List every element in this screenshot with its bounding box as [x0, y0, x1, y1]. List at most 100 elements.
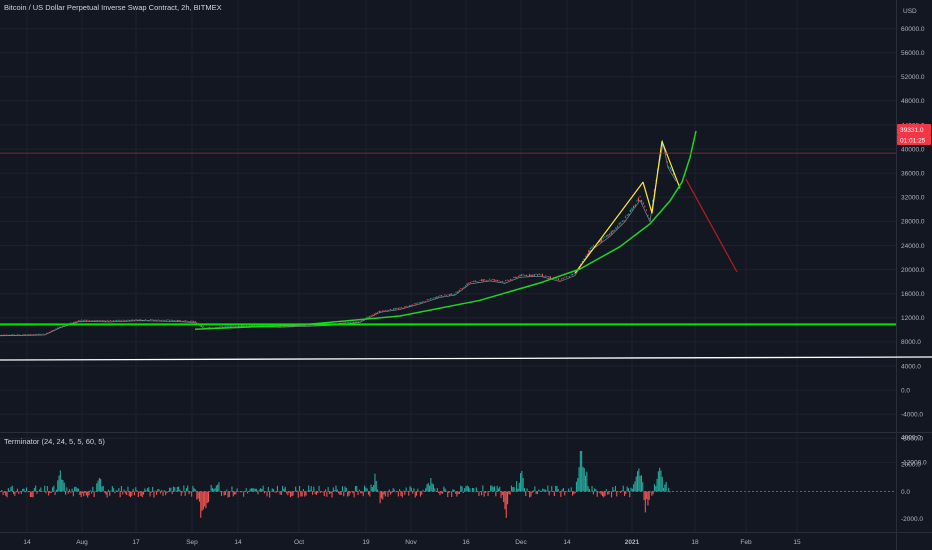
- candle-body: [466, 283, 468, 285]
- oscillator-bar: [458, 491, 460, 494]
- oscillator-bar: [453, 489, 455, 492]
- candle-body: [157, 319, 159, 321]
- oscillator-bar: [3, 491, 5, 493]
- candle-body: [149, 319, 151, 320]
- oscillator-bar: [565, 491, 567, 492]
- candle-body: [426, 299, 428, 301]
- oscillator-bar: [378, 491, 380, 493]
- oscillator-bar: [29, 491, 31, 498]
- oscillator-bar: [586, 471, 588, 492]
- oscillator-bar: [529, 491, 531, 498]
- candle-body: [418, 302, 420, 304]
- oscillator-bar: [304, 491, 306, 497]
- candle-body: [473, 281, 475, 282]
- oscillator-bar: [241, 491, 243, 492]
- oscillator-bar: [45, 491, 47, 494]
- oscillator-bar: [405, 487, 407, 492]
- oscillator-bar: [66, 487, 68, 492]
- candle-body: [497, 279, 499, 281]
- candle-body: [628, 214, 630, 216]
- oscillator-bar: [178, 486, 180, 492]
- indicator-axis[interactable]: 4000.0 2000.0 0.0 -2000.0: [901, 434, 923, 523]
- oscillator-bar: [534, 486, 536, 492]
- oscillator-bar: [364, 485, 366, 492]
- oscillator-bar: [130, 491, 132, 498]
- oscillator-bar: [665, 481, 667, 492]
- time-axis[interactable]: 14 Aug 17 Sep 14 Oct 19 Nov 16 Dec 14 2021 18 Feb 15: [23, 539, 801, 546]
- oscillator-bar: [15, 491, 17, 493]
- candle-body: [137, 319, 139, 321]
- candle-body: [207, 327, 209, 328]
- oscillator-bar: [598, 491, 600, 493]
- candle-body: [645, 209, 647, 211]
- oscillator-bar: [180, 491, 182, 496]
- candle-body: [428, 299, 430, 301]
- oscillator-bar: [659, 467, 661, 492]
- oscillator-bar: [100, 478, 102, 492]
- candle-body: [293, 325, 295, 327]
- oscillator-bar: [149, 491, 151, 497]
- oscillator-bar: [570, 487, 572, 492]
- oscillator-bar: [425, 488, 427, 492]
- candle-body: [17, 334, 19, 335]
- oscillator-bar: [75, 486, 77, 492]
- oscillator-bar: [553, 491, 555, 496]
- candle-body: [185, 320, 187, 322]
- oscillator-bar: [656, 478, 658, 492]
- oscillator-bar: [349, 491, 351, 494]
- candle-body: [506, 279, 508, 281]
- oscillator-bar: [284, 486, 286, 492]
- oscillator-bar: [248, 491, 250, 492]
- oscillator-bar: [478, 491, 480, 497]
- candle-body: [231, 325, 233, 327]
- oscillator-bar: [198, 491, 200, 502]
- indicator-title[interactable]: Terminator (24, 24, 5, 5, 60, 5): [4, 437, 105, 446]
- oscillator-bar: [432, 484, 434, 492]
- candle-body: [393, 308, 395, 310]
- candle-body: [413, 303, 415, 305]
- oscillator-bar: [358, 489, 360, 492]
- oscillator-bar: [412, 491, 414, 494]
- price-tick-label: 40000.0: [901, 146, 925, 153]
- oscillator-bar: [499, 486, 501, 492]
- oscillator-bar: [61, 479, 63, 492]
- oscillator-bar: [243, 491, 245, 497]
- oscillator-bar: [169, 487, 171, 492]
- oscillator-bar: [653, 484, 655, 492]
- candle-body: [354, 321, 356, 323]
- candle-body: [612, 230, 614, 232]
- candle-body: [653, 190, 655, 192]
- oscillator-bar: [24, 491, 26, 493]
- candle-body: [425, 301, 427, 302]
- candle-body: [33, 334, 35, 336]
- oscillator-bar: [468, 486, 470, 492]
- candle-body: [82, 320, 84, 321]
- oscillator-bar: [41, 491, 43, 492]
- candle-body: [0, 334, 1, 336]
- oscillator-bar: [518, 482, 520, 492]
- symbol-title[interactable]: Bitcoin / US Dollar Perpetual Inverse Sw…: [4, 3, 222, 12]
- candle-body: [573, 273, 575, 274]
- candle-body: [13, 334, 15, 336]
- candle-body: [522, 274, 524, 276]
- oscillator-bar: [393, 489, 395, 492]
- candle-body: [170, 319, 172, 321]
- oscillator-bar: [107, 489, 109, 492]
- candle-body: [196, 322, 198, 323]
- oscillator-bar: [170, 487, 172, 492]
- oscillator-bar: [49, 491, 51, 494]
- oscillator-bar: [669, 491, 671, 493]
- time-tick-label: 2021: [625, 539, 640, 546]
- oscillator-bar: [595, 489, 597, 492]
- indicator-tick-label: -2000.0: [901, 516, 923, 523]
- candle-body: [493, 279, 495, 281]
- oscillator-bar: [634, 481, 636, 492]
- candle-body: [409, 305, 411, 307]
- oscillator-bar: [608, 491, 610, 495]
- candle-body: [95, 320, 97, 321]
- oscillator-bar: [101, 486, 103, 492]
- oscillator-bar: [447, 491, 449, 498]
- candle-body: [359, 320, 361, 322]
- oscillator-bar: [392, 488, 394, 492]
